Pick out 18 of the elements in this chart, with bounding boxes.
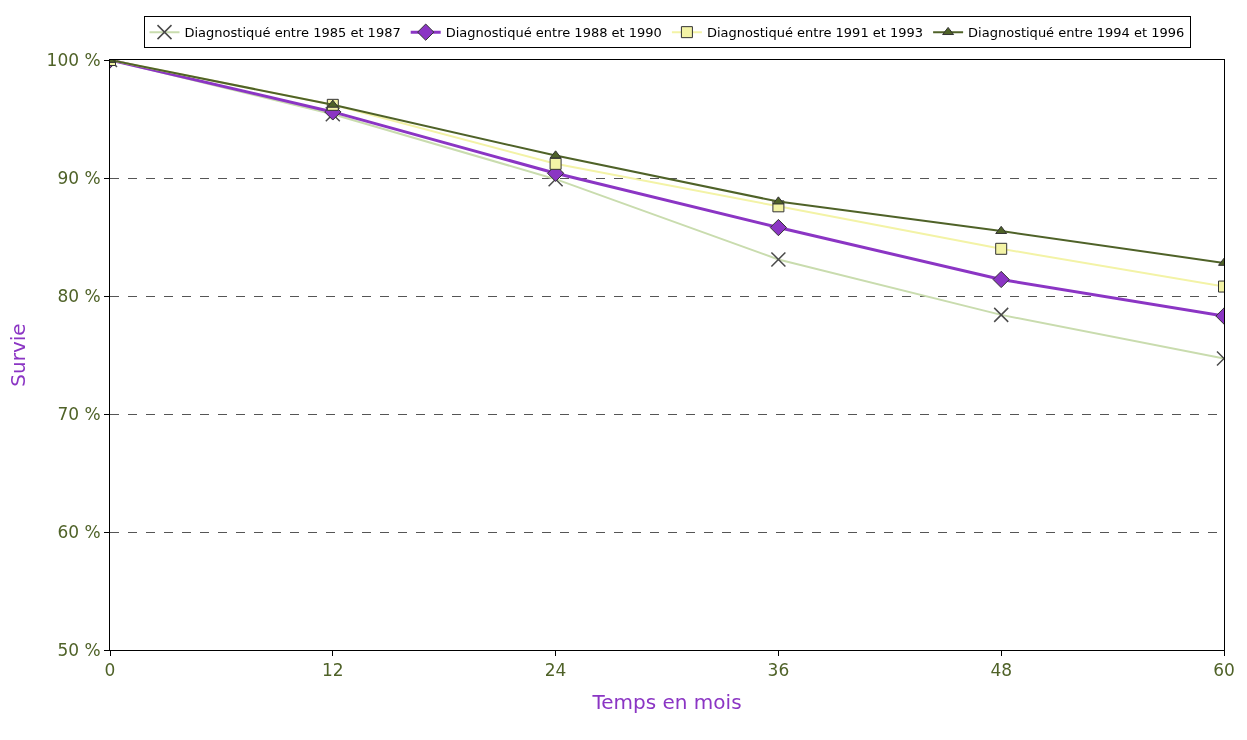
legend-label: Diagnostiqué entre 1991 et 1993 bbox=[706, 25, 924, 41]
legend-label: Diagnostiqué entre 1994 et 1996 bbox=[968, 25, 1185, 41]
x-axis-title: Temps en mois bbox=[591, 689, 742, 714]
x-tick-label: 60 bbox=[1213, 660, 1235, 681]
x-tick-label: 24 bbox=[544, 660, 567, 681]
x-tick-label: 12 bbox=[321, 660, 344, 681]
legend-label: Diagnostiqué entre 1988 et 1990 bbox=[445, 25, 662, 41]
x-tick-label: 48 bbox=[990, 660, 1013, 681]
x-tick-label: 36 bbox=[767, 660, 790, 681]
y-tick-label: 50 % bbox=[57, 639, 101, 660]
legend-label: Diagnostiqué entre 1985 et 1987 bbox=[184, 25, 401, 41]
x-tick-label: 0 bbox=[104, 660, 116, 681]
y-tick-label: 90 % bbox=[57, 167, 101, 188]
y-tick-label: 70 % bbox=[57, 403, 101, 424]
y-tick-label: 60 % bbox=[57, 521, 101, 542]
y-axis-title: Survie bbox=[6, 323, 31, 387]
y-tick-label: 100 % bbox=[46, 49, 101, 70]
y-tick-label: 80 % bbox=[57, 285, 101, 306]
